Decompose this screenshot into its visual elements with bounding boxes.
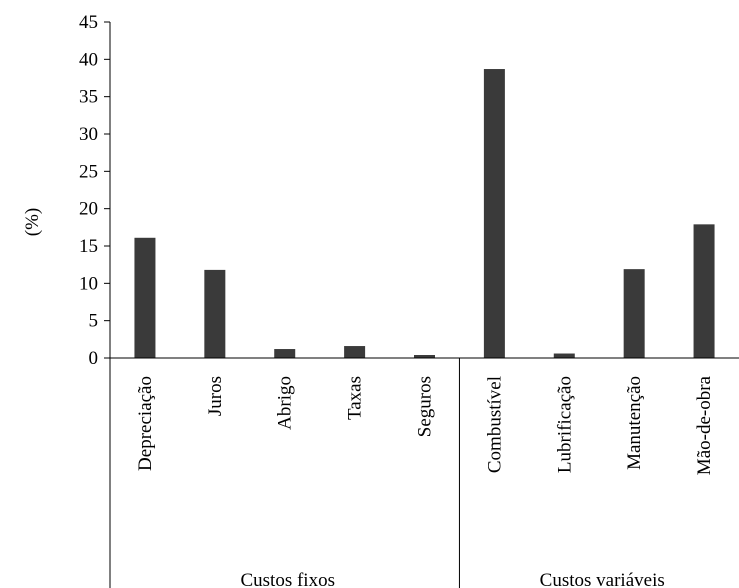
y-tick-label: 5 (89, 311, 99, 332)
bar (344, 346, 366, 358)
y-axis-label: (%) (22, 208, 43, 236)
bar (483, 69, 505, 358)
x-tick-label: Depreciação (135, 376, 156, 471)
bar (553, 353, 575, 358)
bar (134, 237, 156, 358)
y-tick-label: 30 (79, 124, 98, 145)
y-tick-label: 25 (79, 161, 98, 182)
bar (204, 269, 226, 358)
group-label: Custos variáveis (540, 570, 665, 588)
y-axis: 0 5 10 15 20 25 30 35 40 45 (79, 12, 111, 369)
x-tick-label: Lubrificação (554, 376, 575, 473)
category-groups: Custos fixos Custos variáveis (109, 358, 665, 588)
y-tick-label: 40 (79, 49, 98, 70)
bar (693, 224, 715, 358)
y-tick-label: 20 (79, 199, 98, 220)
bar (414, 355, 435, 358)
bars (134, 69, 715, 358)
x-tick-label: Juros (205, 376, 226, 416)
x-tick-label: Seguros (415, 376, 436, 437)
y-tick-label: 35 (79, 87, 98, 108)
x-axis: Depreciação Juros Abrigo Taxas Seguros Combus… (110, 357, 739, 475)
group-label: Custos fixos (240, 570, 335, 588)
x-tick-label: Combustível (484, 376, 505, 473)
x-tick-label: Abrigo (275, 376, 296, 430)
y-tick-label: 0 (89, 348, 99, 369)
y-tick-label: 15 (79, 236, 98, 257)
x-tick-label: Manutenção (624, 376, 645, 470)
x-tick-label: Mão-de-obra (694, 375, 715, 475)
bar (274, 349, 296, 358)
y-tick-label: 10 (79, 273, 98, 294)
y-tick-label: 45 (79, 12, 98, 33)
x-tick-label: Taxas (345, 376, 366, 420)
bar (623, 269, 645, 358)
